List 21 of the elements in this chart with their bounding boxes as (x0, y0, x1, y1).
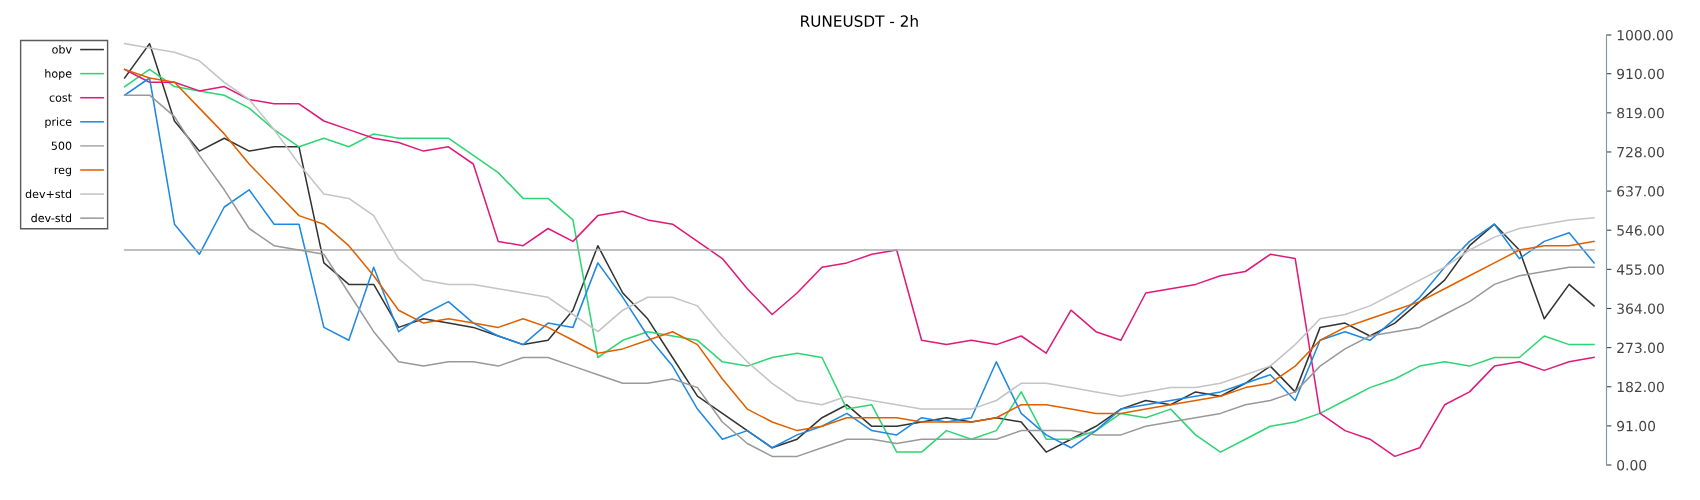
y-tick-label: 637.00 (1617, 186, 1664, 197)
y-tick-label: 91.00 (1617, 420, 1656, 432)
legend-label: dev-std (31, 213, 72, 223)
legend-label: 500 (51, 141, 72, 150)
legend-label: hope (45, 69, 72, 80)
y-tick-label: 182.00 (1617, 381, 1664, 393)
y-tick-label: 273.00 (1617, 342, 1664, 354)
y-tick-label: 546.00 (1617, 225, 1664, 236)
legend-label: dev+std (25, 189, 72, 199)
y-tick-label: 728.00 (1617, 146, 1664, 158)
legend-label: cost (49, 93, 72, 102)
y-tick-label: 1000.00 (1617, 29, 1673, 41)
y-tick-label: 910.00 (1617, 68, 1664, 80)
legend-label: reg (54, 167, 72, 177)
y-tick-label: 0.00 (1617, 459, 1647, 471)
chart-title: RUNEUSDT - 2h (801, 15, 918, 27)
legend-label: obv (52, 45, 72, 54)
y-tick-label: 455.00 (1616, 264, 1664, 275)
legend-label: price (45, 117, 72, 129)
y-tick-label: 819.00 (1617, 107, 1664, 119)
y-tick-label: 364.00 (1617, 303, 1664, 314)
